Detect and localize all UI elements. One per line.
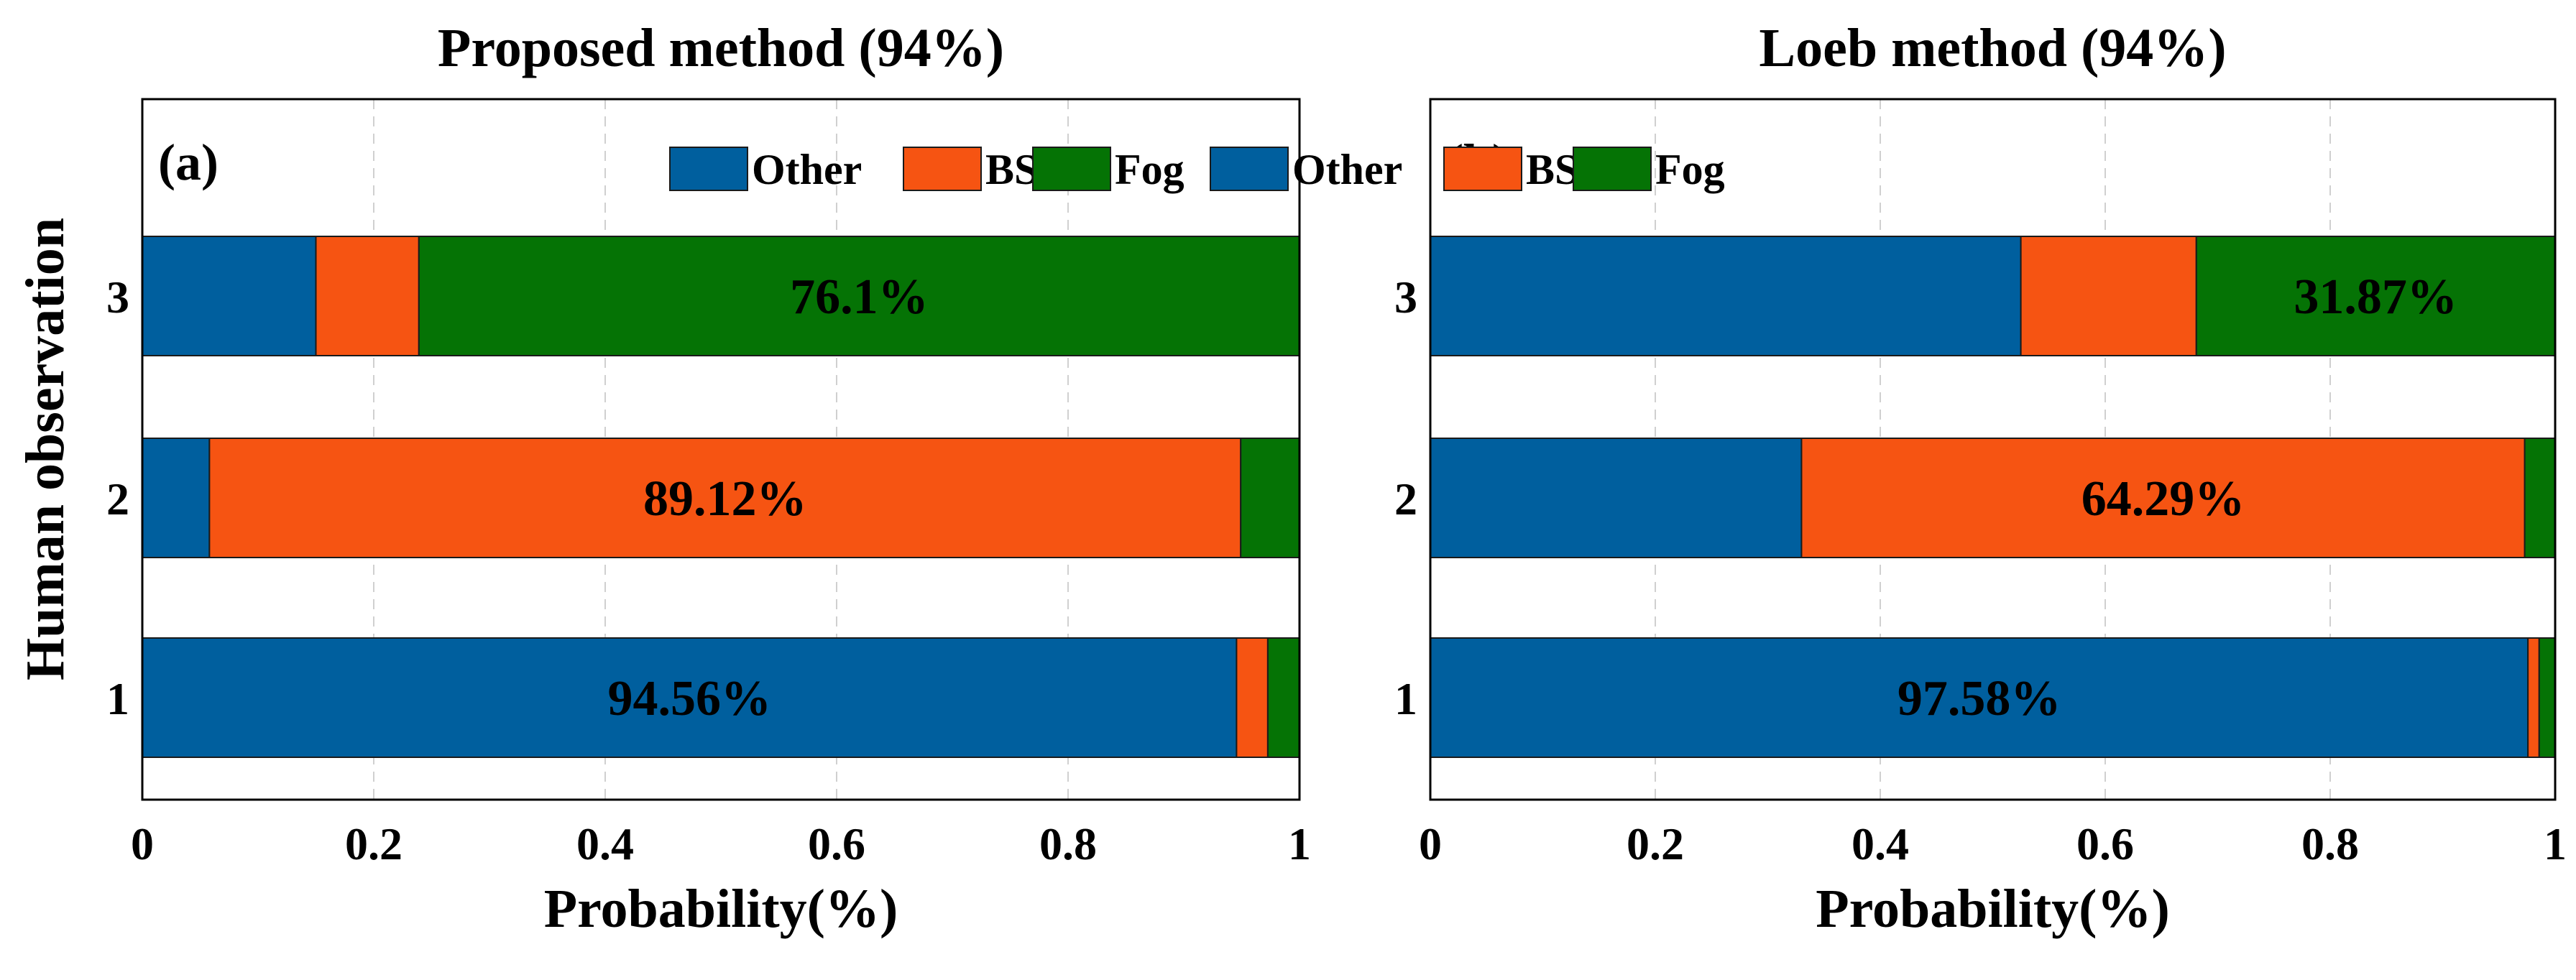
x-tick-label: 0 [131,818,154,869]
legend-label-other: Other [1292,146,1402,193]
x-tick-label: 0.6 [2076,818,2134,869]
x-tick-label: 0 [1419,818,1442,869]
y-tick-label: 2 [1394,473,1417,524]
data-label-3: 31.87% [2294,269,2457,325]
data-label-3: 76.1% [790,269,929,325]
y-tick-label: 1 [1394,673,1417,724]
plot-frame [1429,98,2557,801]
x-axis-label: Probability(%) [544,879,898,939]
legend-swatch-fog [1032,147,1111,191]
bar-other-3 [1430,236,2022,356]
bar-other-2 [1430,438,1803,558]
x-tick-label: 0.4 [576,818,634,869]
data-label-1: 94.56% [607,671,771,726]
bar-other-1 [142,637,1238,758]
bar-fog-2 [1240,438,1301,558]
legend-swatch-bs [903,147,982,191]
y-tick-label: 3 [106,272,129,323]
x-tick-label: 0.6 [808,818,865,869]
legend-swatch-other [669,147,748,191]
bar-fog-1 [1266,637,1300,758]
y-tick-label: 2 [106,473,129,524]
bar-fog-3 [418,236,1300,356]
legend-swatch-fog [1573,147,1652,191]
data-label-2: 64.29% [2082,471,2245,527]
legend-label-fog: Fog [1655,146,1725,193]
x-tick-label: 0.8 [2301,818,2359,869]
bar-bs-3 [315,236,420,356]
panel-label: (a) [158,134,218,191]
x-tick-label: 0.4 [1852,818,1909,869]
data-label-2: 89.12% [643,471,807,527]
data-label-1: 97.58% [1898,671,2061,726]
bar-fog-2 [2524,438,2556,558]
chart-title: Proposed method (94%) [438,18,1004,78]
bar-other-1 [1430,637,2529,758]
y-axis-label: Human observation [15,218,75,680]
bar-bs-1 [2527,637,2540,758]
x-axis-label: Probability(%) [1816,879,2170,939]
bar-bs-3 [2020,236,2197,356]
legend-label-bs: BS [985,146,1038,193]
legend-label-fog: Fog [1115,146,1184,193]
x-tick-label: 0.2 [345,818,402,869]
x-tick-label: 0.2 [1627,818,1684,869]
legend-swatch-bs [1443,147,1522,191]
chart-title: Loeb method (94%) [1759,18,2226,78]
bar-other-2 [142,438,211,558]
bar-other-3 [142,236,317,356]
y-tick-label: 1 [106,673,129,724]
x-tick-label: 1 [2544,818,2567,869]
bar-fog-1 [2538,637,2557,758]
bar-bs-2 [1800,438,2526,558]
plot-frame [141,98,1301,801]
x-tick-label: 0.8 [1039,818,1097,869]
bar-bs-2 [208,438,1242,558]
bar-bs-1 [1236,637,1269,758]
bar-fog-3 [2195,236,2556,356]
legend-swatch-other [1210,147,1289,191]
x-tick-label: 1 [1288,818,1311,869]
legend-label-other: Other [752,146,862,193]
legend-label-bs: BS [1526,146,1578,193]
y-tick-label: 3 [1394,272,1417,323]
